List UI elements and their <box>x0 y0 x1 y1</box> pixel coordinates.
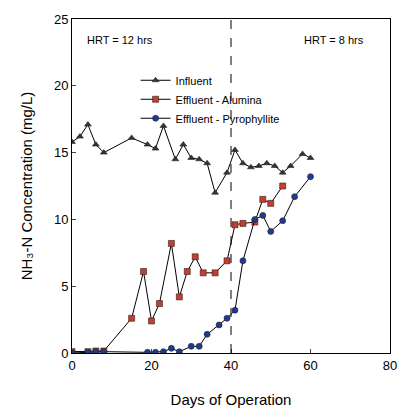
svg-text:20: 20 <box>54 78 68 93</box>
svg-text:0: 0 <box>68 358 75 373</box>
svg-text:5: 5 <box>61 279 68 294</box>
svg-text:HRT = 12 hrs: HRT = 12 hrs <box>87 34 153 46</box>
svg-text:Effluent - Alumina: Effluent - Alumina <box>176 94 263 106</box>
svg-text:25: 25 <box>54 12 68 27</box>
svg-text:NH₃-N Concentration (mg/L): NH₃-N Concentration (mg/L) <box>18 92 35 281</box>
svg-text:20: 20 <box>144 358 158 373</box>
svg-text:Influent: Influent <box>176 75 212 87</box>
svg-text:15: 15 <box>54 145 68 160</box>
svg-text:Effluent - Pyrophyllite: Effluent - Pyrophyllite <box>176 113 280 125</box>
svg-text:HRT = 8 hrs: HRT = 8 hrs <box>304 34 364 46</box>
svg-text:40: 40 <box>224 358 238 373</box>
svg-text:80: 80 <box>383 358 397 373</box>
svg-text:Days of Operation: Days of Operation <box>171 391 292 408</box>
svg-text:0: 0 <box>61 346 68 361</box>
svg-text:10: 10 <box>54 212 68 227</box>
svg-text:60: 60 <box>303 358 317 373</box>
